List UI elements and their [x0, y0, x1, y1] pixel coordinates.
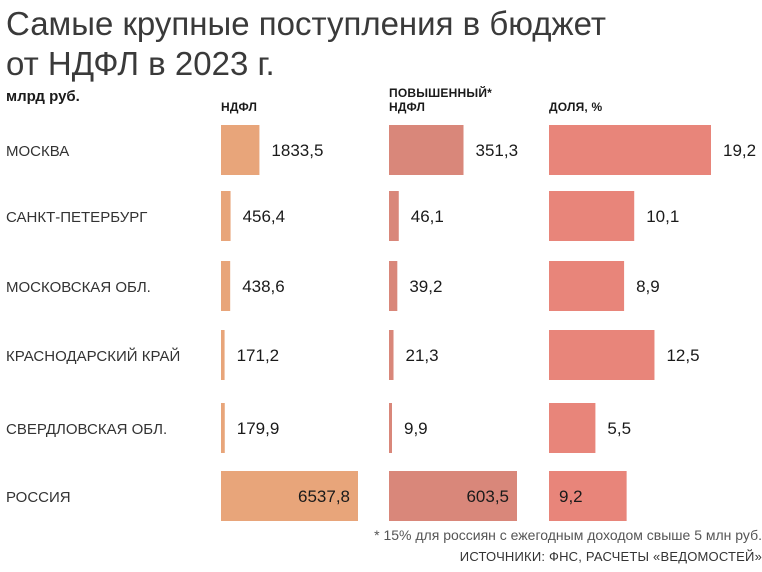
value-label-ndfl: 438,6 — [242, 277, 285, 296]
category-label: МОСКВА — [6, 143, 69, 160]
value-label-increased: 39,2 — [409, 277, 442, 296]
bar-increased — [389, 125, 464, 175]
category-label: МОСКОВСКАЯ ОБЛ. — [6, 279, 151, 296]
bar-share — [549, 330, 655, 380]
unit-label: млрд руб. — [6, 88, 80, 105]
chart-title: Самые крупные поступления в бюджет от НД… — [6, 4, 746, 84]
category-label: СВЕРДЛОВСКАЯ ОБЛ. — [6, 421, 167, 438]
sources-note: ИСТОЧНИКИ: ФНС, РАСЧЕТЫ «ВЕДОМОСТЕЙ» — [459, 549, 762, 564]
category-label: РОССИЯ — [6, 489, 71, 506]
bar-ndfl — [221, 261, 231, 311]
bar-ndfl — [221, 471, 358, 521]
column-header-ndfl-text: НДФЛ — [221, 100, 258, 114]
value-label-share: 9,2 — [559, 487, 583, 506]
bar-increased — [389, 403, 392, 453]
chart-title-line1: Самые крупные поступления в бюджет — [6, 5, 606, 42]
value-label-share: 19,2 — [723, 141, 756, 160]
column-header-increased: ПОВЫШЕННЫЙ* НДФЛ — [389, 86, 492, 114]
bar-share — [549, 125, 711, 175]
bar-share — [549, 471, 627, 521]
bar-ndfl — [221, 191, 231, 241]
bar-increased — [389, 330, 394, 380]
bar-share — [549, 191, 635, 241]
value-label-increased: 21,3 — [406, 346, 439, 365]
chart-title-line2: от НДФЛ в 2023 г. — [6, 45, 275, 82]
footnote: * 15% для россиян с ежегодным доходом св… — [374, 527, 762, 543]
column-header-share: ДОЛЯ, % — [549, 100, 602, 114]
value-label-increased: 9,9 — [404, 419, 428, 438]
column-header-share-text: ДОЛЯ, % — [549, 100, 603, 114]
value-label-ndfl: 171,2 — [237, 346, 280, 365]
bar-share — [549, 403, 596, 453]
bar-increased — [389, 261, 398, 311]
value-label-share: 12,5 — [666, 346, 699, 365]
bar-increased — [389, 191, 399, 241]
value-label-ndfl: 456,4 — [243, 207, 286, 226]
bar-ndfl — [221, 330, 225, 380]
value-label-increased: 46,1 — [411, 207, 444, 226]
value-label-share: 10,1 — [646, 207, 679, 226]
bar-share — [549, 261, 625, 311]
bar-increased — [389, 471, 517, 521]
column-header-increased-line2: НДФЛ — [389, 100, 426, 114]
column-header-ndfl: НДФЛ — [221, 100, 257, 114]
value-label-increased: 603,5 — [466, 487, 509, 506]
column-header-increased-line1: ПОВЫШЕННЫЙ* — [389, 86, 493, 100]
value-label-ndfl: 6537,8 — [298, 487, 350, 506]
bar-ndfl — [221, 125, 260, 175]
category-label: САНКТ-ПЕТЕРБУРГ — [6, 209, 147, 226]
category-label: КРАСНОДАРСКИЙ КРАЙ — [6, 347, 180, 365]
value-label-ndfl: 179,9 — [237, 419, 280, 438]
bar-ndfl — [221, 403, 225, 453]
value-label-share: 5,5 — [607, 419, 631, 438]
value-label-ndfl: 1833,5 — [271, 141, 323, 160]
value-label-share: 8,9 — [636, 277, 660, 296]
value-label-increased: 351,3 — [476, 141, 519, 160]
